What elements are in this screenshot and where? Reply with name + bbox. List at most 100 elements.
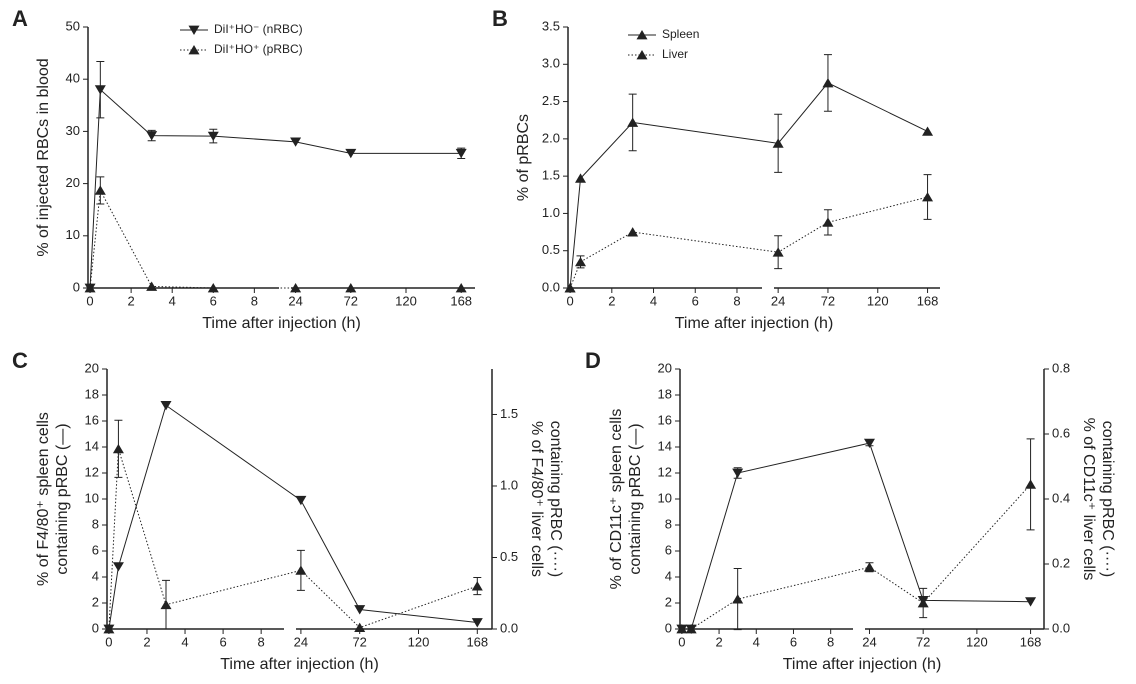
y-tick-label: 40 bbox=[66, 71, 80, 86]
x-tick-label: 4 bbox=[169, 293, 176, 308]
y2-tick-label: 1.5 bbox=[500, 406, 518, 421]
y-tick-label: 10 bbox=[66, 227, 80, 242]
x-tick-label: 24 bbox=[294, 634, 308, 649]
y-tick-label: 2.5 bbox=[542, 93, 560, 108]
data-point bbox=[471, 581, 483, 591]
data-point bbox=[290, 283, 302, 293]
data-point bbox=[94, 85, 106, 95]
y2-tick-label: 0.4 bbox=[1052, 490, 1070, 505]
legend-label: DiI⁺HO⁻ (nRBC) bbox=[214, 22, 303, 36]
x-tick-label: 0 bbox=[105, 634, 112, 649]
y2-tick-label: 1.0 bbox=[500, 477, 518, 492]
data-point bbox=[685, 624, 697, 634]
y2-tick-label: 0.2 bbox=[1052, 555, 1070, 570]
data-point bbox=[822, 77, 834, 88]
x-tick-label: 24 bbox=[862, 634, 876, 649]
y2-tick-label: 0.8 bbox=[1052, 360, 1070, 375]
y-tick-label: 4 bbox=[665, 568, 672, 583]
data-point bbox=[863, 438, 875, 449]
x-tick-label: 0 bbox=[566, 293, 573, 308]
y-axis-label: % of injected RBCs in blood bbox=[35, 58, 52, 256]
data-point bbox=[290, 137, 302, 147]
data-point bbox=[575, 256, 587, 267]
data-point bbox=[732, 594, 744, 604]
data-point bbox=[922, 192, 934, 202]
data-point bbox=[295, 565, 307, 575]
y-tick-label: 14 bbox=[658, 438, 672, 453]
x-tick-label: 72 bbox=[344, 293, 358, 308]
y-tick-label: 0 bbox=[92, 620, 99, 635]
x-tick-label: 2 bbox=[715, 634, 722, 649]
y-tick-label: 1.5 bbox=[542, 168, 560, 183]
x-tick-label: 6 bbox=[219, 634, 226, 649]
data-point bbox=[354, 622, 366, 632]
data-point bbox=[207, 283, 219, 293]
data-point bbox=[345, 283, 357, 293]
data-point bbox=[1025, 597, 1037, 607]
x-tick-label: 72 bbox=[916, 634, 930, 649]
data-point bbox=[922, 126, 934, 136]
x-tick-label: 6 bbox=[692, 293, 699, 308]
x-axis-label: Time after injection (h) bbox=[675, 315, 834, 332]
y-tick-label: 20 bbox=[85, 360, 99, 375]
y-tick-label: 0 bbox=[73, 279, 80, 294]
y-tick-label: 14 bbox=[85, 438, 99, 453]
panel-label: B bbox=[492, 6, 508, 31]
data-point bbox=[863, 562, 875, 572]
y-axis-label: % of CD11c⁺ spleen cells bbox=[608, 409, 625, 590]
data-point bbox=[112, 443, 124, 454]
y-tick-label: 0.5 bbox=[542, 242, 560, 257]
y-tick-label: 18 bbox=[85, 386, 99, 401]
data-point bbox=[917, 598, 929, 608]
y-tick-label: 20 bbox=[66, 175, 80, 190]
data-point bbox=[160, 599, 172, 610]
x-axis-label: Time after injection (h) bbox=[202, 315, 361, 332]
x-tick-label: 168 bbox=[1020, 634, 1042, 649]
y-axis-label: containing pRBC (—) bbox=[54, 423, 71, 574]
x-tick-label: 8 bbox=[733, 293, 740, 308]
y-tick-label: 4 bbox=[92, 568, 99, 583]
data-point bbox=[772, 138, 784, 148]
y-tick-label: 10 bbox=[658, 490, 672, 505]
y-tick-label: 3.5 bbox=[542, 18, 560, 33]
x-tick-label: 0 bbox=[86, 293, 93, 308]
x-tick-label: 168 bbox=[466, 634, 488, 649]
y2-tick-label: 0.0 bbox=[500, 620, 518, 635]
data-point bbox=[564, 283, 576, 293]
data-point bbox=[732, 468, 744, 478]
y-tick-label: 6 bbox=[665, 542, 672, 557]
x-tick-label: 24 bbox=[288, 293, 302, 308]
y-tick-label: 16 bbox=[85, 412, 99, 427]
data-point bbox=[455, 283, 467, 293]
x-tick-label: 6 bbox=[210, 293, 217, 308]
legend-marker bbox=[188, 45, 200, 55]
x-axis-label: Time after injection (h) bbox=[220, 656, 379, 673]
series-line bbox=[569, 82, 928, 289]
data-point bbox=[627, 227, 639, 237]
data-point bbox=[160, 401, 172, 411]
data-point bbox=[207, 131, 219, 142]
data-point bbox=[471, 618, 483, 628]
y-tick-label: 50 bbox=[66, 18, 80, 33]
legend-marker bbox=[188, 25, 200, 35]
data-point bbox=[103, 624, 115, 634]
legend-label: Spleen bbox=[662, 27, 699, 41]
legend-marker bbox=[636, 30, 648, 40]
x-tick-label: 8 bbox=[258, 634, 265, 649]
y-axis-label: % of F4/80⁺ spleen cells bbox=[35, 412, 52, 586]
x-tick-label: 6 bbox=[790, 634, 797, 649]
y-tick-label: 2.0 bbox=[542, 130, 560, 145]
y-tick-label: 6 bbox=[92, 542, 99, 557]
y-tick-label: 0.0 bbox=[542, 279, 560, 294]
data-point bbox=[575, 173, 587, 183]
y-tick-label: 12 bbox=[658, 464, 672, 479]
series-line bbox=[89, 88, 462, 289]
data-point bbox=[84, 283, 96, 293]
data-point bbox=[94, 185, 106, 195]
panel-label: C bbox=[12, 348, 28, 373]
y-tick-label: 1.0 bbox=[542, 205, 560, 220]
x-tick-label: 72 bbox=[821, 293, 835, 308]
data-point bbox=[627, 117, 639, 127]
legend-marker bbox=[636, 50, 648, 60]
